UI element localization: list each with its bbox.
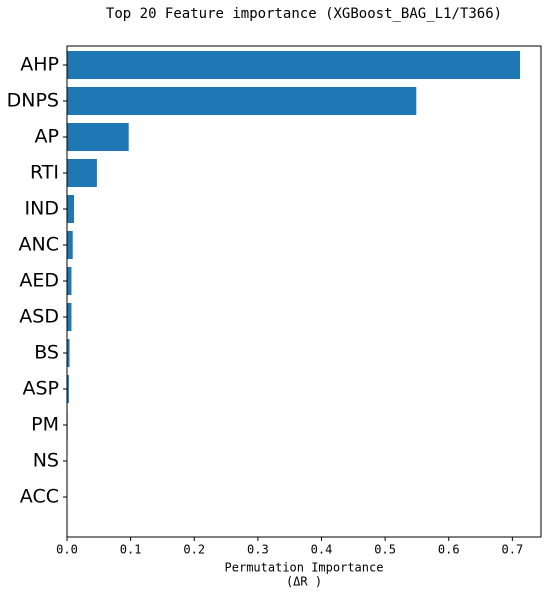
x-tick-label: 0.7 [502,543,524,557]
y-tick-label: IND [25,198,59,220]
x-tick-label: 0.1 [120,543,142,557]
y-tick-label: PM [31,414,59,436]
x-axis-label: (ΔR ) [286,575,322,589]
y-tick-label: ANC [19,234,59,256]
y-tick-label: AED [19,270,59,292]
x-tick-label: 0.5 [374,543,396,557]
y-tick-label: ASP [22,378,59,400]
x-tick-label: 0.4 [311,543,333,557]
bar [67,303,72,331]
y-tick-label: AHP [20,54,59,76]
y-tick-label: ACC [20,486,59,508]
x-tick-label: 0.2 [183,543,205,557]
bar [67,159,97,187]
y-tick-label: RTI [30,162,59,184]
x-tick-label: 0.0 [56,543,78,557]
y-tick-label: BS [34,342,59,364]
bar [67,123,129,151]
bar [67,87,417,115]
bar [67,339,70,367]
y-tick-label: NS [33,450,59,472]
bar [67,195,74,223]
bar [67,267,72,295]
x-tick-label: 0.6 [438,543,460,557]
x-axis-label: Permutation Importance [225,561,384,575]
plot-frame [66,45,542,538]
x-tick-label: 0.3 [247,543,269,557]
chart-title: Top 20 Feature importance (XGBoost_BAG_L… [106,6,502,22]
bar [67,51,521,79]
y-tick-label: ASD [19,306,59,328]
bar [67,375,69,403]
y-tick-label: AP [35,126,59,148]
y-tick-label: DNPS [7,90,59,112]
bar [67,231,73,259]
